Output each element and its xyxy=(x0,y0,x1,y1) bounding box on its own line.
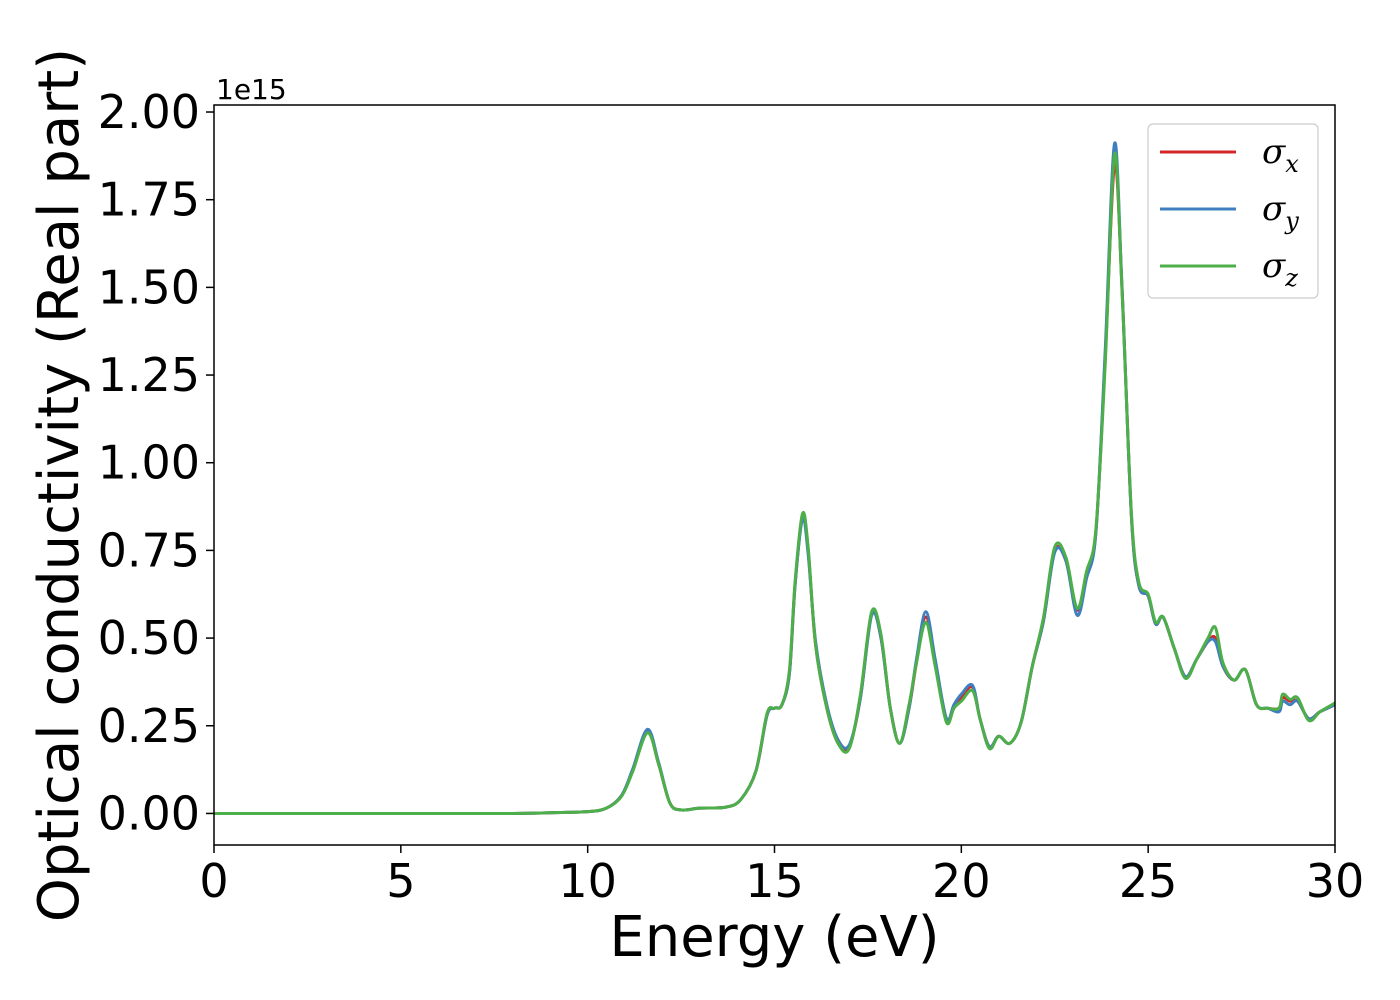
y-axis: 0.00 0.25 0.50 0.75 1.00 1.25 1.50 1.75 2.00 xyxy=(98,85,214,840)
x-tick-label: 0 xyxy=(199,854,228,908)
y-tick-label: 1.75 xyxy=(98,173,200,227)
legend-box xyxy=(1147,123,1319,299)
plot-area xyxy=(214,141,1335,815)
x-axis-label: Energy (eV) xyxy=(609,905,939,970)
legend-symbol: σ xyxy=(1262,246,1286,286)
series-line-z xyxy=(214,151,1335,815)
legend-symbol: σ xyxy=(1262,132,1286,172)
y-tick-label: 0.75 xyxy=(98,523,200,577)
legend-label-y: σy xyxy=(1262,189,1299,235)
y-tick-label: 0.50 xyxy=(98,611,200,665)
x-tick-label: 5 xyxy=(386,854,415,908)
legend-symbol: σ xyxy=(1262,189,1286,229)
x-axis: 0 5 10 15 20 25 30 xyxy=(199,845,1364,908)
y-tick-label: 0.25 xyxy=(98,699,200,753)
y-axis-label: Optical conductivity (Real part) xyxy=(27,48,92,922)
x-tick-label: 15 xyxy=(745,854,804,908)
legend-label-x: σx xyxy=(1262,132,1299,178)
x-tick-label: 25 xyxy=(1119,854,1178,908)
legend-subscript: z xyxy=(1284,264,1298,292)
x-tick-label: 20 xyxy=(932,854,991,908)
legend-label-z: σz xyxy=(1262,246,1298,292)
x-tick-label: 10 xyxy=(558,854,617,908)
y-tick-label: 0.00 xyxy=(98,786,200,840)
y-offset-text: 1e15 xyxy=(216,73,287,106)
y-tick-label: 1.50 xyxy=(98,260,200,314)
legend-subscript: x xyxy=(1285,150,1299,178)
y-tick-label: 1.00 xyxy=(98,436,200,490)
y-tick-label: 1.25 xyxy=(98,348,200,402)
x-tick-label: 30 xyxy=(1306,854,1365,908)
legend-subscript: y xyxy=(1284,207,1299,235)
y-tick-label: 2.00 xyxy=(98,85,200,139)
